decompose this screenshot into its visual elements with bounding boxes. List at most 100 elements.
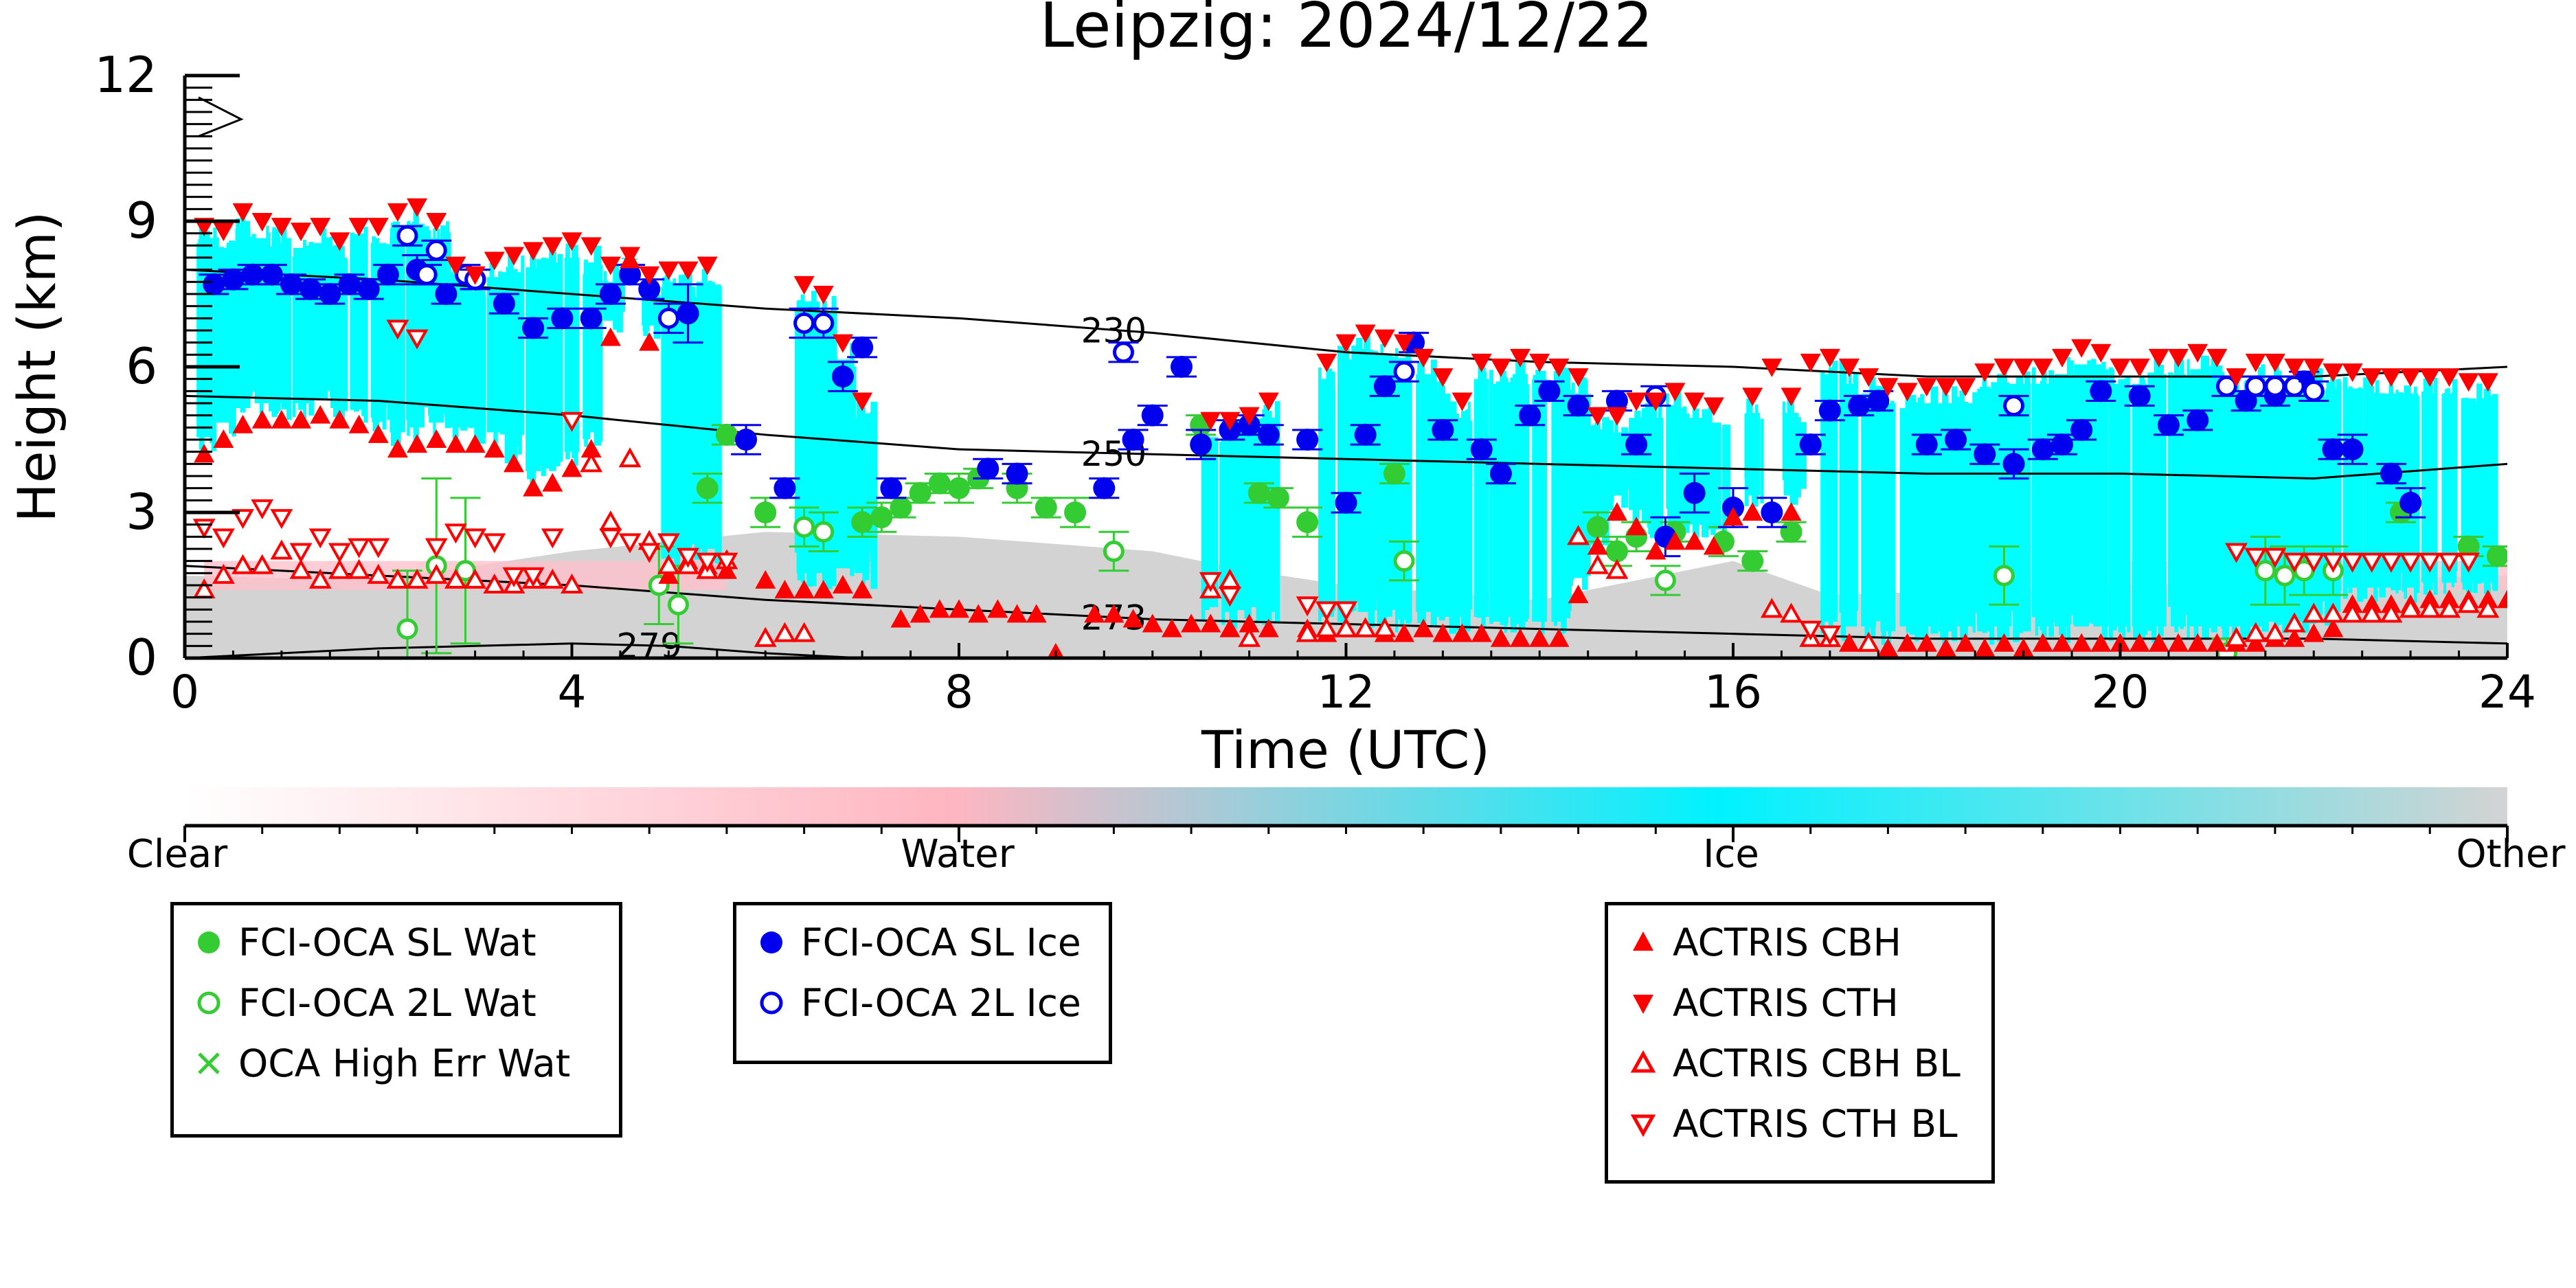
series-8-point — [212, 528, 235, 549]
series-6-point — [213, 223, 234, 242]
series-8-point — [1219, 587, 1241, 607]
series-5-point — [852, 580, 873, 599]
ice-cloud-column — [351, 242, 367, 409]
series-3-point — [2341, 438, 2364, 461]
ice-cloud-column — [2245, 380, 2251, 637]
series-6-point — [2458, 373, 2479, 392]
series-3-point — [435, 283, 457, 305]
series-6-point — [2090, 343, 2112, 363]
data-markers — [192, 198, 2507, 658]
series-5-point — [2206, 633, 2228, 652]
ice-cloud-column — [1899, 408, 1915, 627]
series-6-point — [1258, 392, 1279, 411]
series-7-point — [599, 510, 622, 531]
series-3-point — [1093, 477, 1116, 499]
series-0-point — [870, 506, 893, 529]
series-5-point — [832, 575, 853, 594]
series-3-point — [851, 336, 874, 359]
series-5-point — [271, 409, 292, 429]
x-tick-label: 24 — [2478, 666, 2536, 719]
series-7-point — [444, 568, 467, 589]
x-tick-label: 20 — [2092, 666, 2149, 719]
series-6-point — [1800, 353, 1821, 372]
series-6-point — [387, 203, 408, 222]
series-5-point — [2071, 633, 2092, 652]
series-6-point — [1626, 392, 1647, 411]
series-5-point — [2187, 633, 2208, 652]
series-7-point — [541, 568, 564, 589]
series-7-point — [1315, 617, 1338, 637]
ice-cloud-column — [313, 242, 328, 398]
contour-label-230: 230 — [1081, 310, 1146, 350]
series-6-point — [697, 256, 718, 275]
series-6-point — [271, 218, 292, 237]
ice-cloud-column — [564, 258, 580, 452]
series-5-point — [387, 439, 408, 458]
series-8-point — [2225, 543, 2248, 563]
ice-cloud-column — [1977, 388, 1993, 632]
open-circle-icon — [197, 991, 221, 1015]
series-5-point — [2323, 618, 2344, 637]
ice-cloud-column — [714, 284, 721, 564]
series-6-point — [832, 334, 853, 353]
ice-cloud-column — [828, 311, 835, 585]
legend-label: ACTRIS CTH BL — [1673, 1102, 1958, 1146]
series-5-point — [987, 599, 1008, 618]
series-0-point — [1605, 540, 1628, 563]
legend-item-sl-ice: FCI-OCA SL Ice — [736, 915, 1081, 970]
series-6-point — [1742, 387, 1763, 407]
ice-cloud-column — [1930, 386, 1939, 634]
series-5-point — [348, 414, 370, 433]
series-5-point — [1084, 604, 1105, 623]
series-6-point — [1510, 348, 1531, 368]
series-7-point — [793, 622, 816, 642]
x-tick-label: 16 — [1704, 666, 1762, 719]
series-6-point — [580, 237, 602, 256]
legend-item-cth: ACTRIS CTH — [1608, 975, 1899, 1030]
series-6-point — [2110, 359, 2131, 377]
ice-cloud-column — [407, 221, 411, 427]
ice-cloud-column — [1551, 383, 1567, 622]
series-5-point — [1258, 618, 1279, 637]
series-3-point — [1296, 429, 1319, 451]
x-tick-label: 0 — [170, 666, 199, 719]
series-3-point — [2002, 453, 2025, 475]
ice-cloud-column — [583, 262, 599, 433]
series-7-point — [1567, 525, 1590, 545]
series-8-point — [618, 533, 642, 554]
series-6-point — [677, 261, 699, 280]
series-3-point — [2157, 414, 2180, 436]
legend-label: FCI-OCA SL Wat — [238, 920, 536, 964]
series-5-point — [1103, 604, 1125, 623]
series-5-point — [1451, 623, 1473, 642]
series-8-point — [251, 499, 274, 519]
series-7-point — [348, 558, 371, 579]
series-3-point — [1489, 462, 1512, 485]
series-6-point — [2013, 359, 2034, 377]
ice-cloud-column — [1237, 423, 1245, 611]
series-5-point — [793, 580, 815, 599]
series-6-point — [464, 266, 486, 285]
series-0-point — [1267, 486, 1289, 509]
series-6-point — [2226, 368, 2247, 387]
ice-cloud-column — [1842, 383, 1857, 627]
series-7-point — [483, 573, 506, 594]
series-4-point — [813, 312, 835, 334]
ice-cloud-column — [2015, 383, 2031, 632]
ice-cloud-column — [2477, 396, 2482, 584]
series-8-point — [561, 411, 583, 432]
triangle-up-outline-icon — [1630, 1050, 1656, 1073]
series-5-point — [2148, 633, 2169, 652]
legend-item-cth-bl: ACTRIS CTH BL — [1608, 1096, 1958, 1151]
ice-cloud-column — [254, 238, 270, 403]
series-7-point — [2476, 598, 2500, 618]
ice-cloud-column — [1241, 432, 1257, 607]
series-8-point — [2438, 552, 2461, 573]
series-5-point — [194, 444, 215, 463]
ice-cloud-column — [1721, 428, 1728, 542]
series-5-point — [1490, 628, 1511, 647]
series-3-point — [1605, 389, 1628, 412]
series-5-point — [639, 332, 660, 351]
series-5-point — [2497, 589, 2507, 609]
ice-cloud-column — [680, 286, 696, 544]
